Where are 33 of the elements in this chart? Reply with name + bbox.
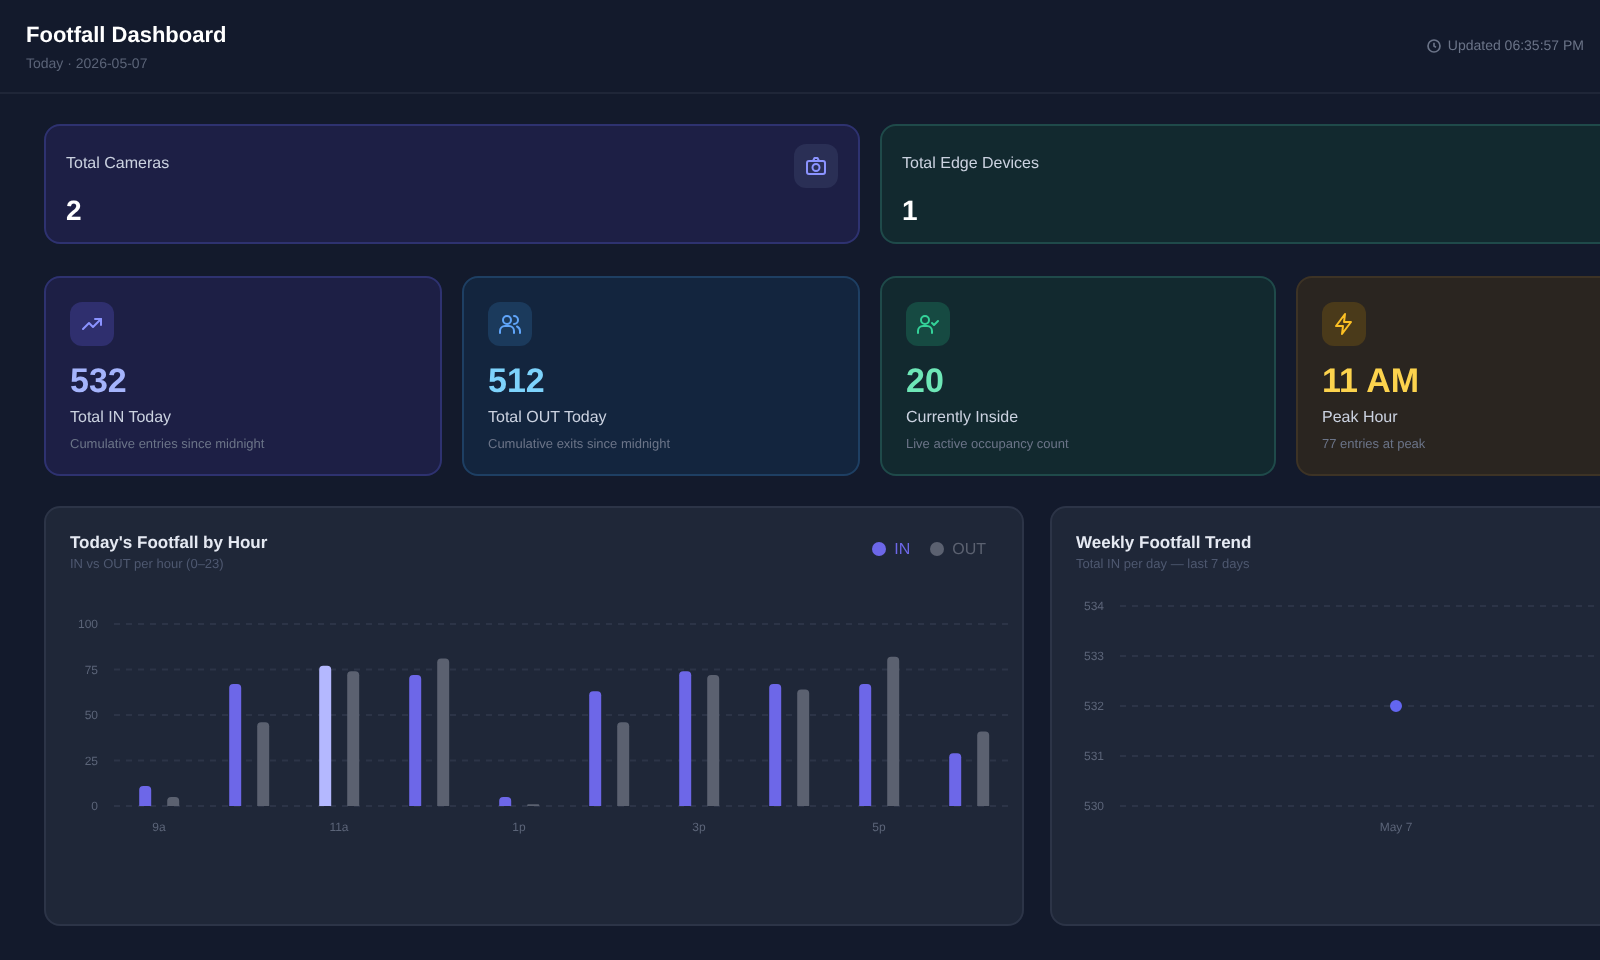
text: 11 AM — [1322, 362, 1420, 400]
text: 1 — [902, 194, 918, 226]
text: 20 — [906, 362, 944, 400]
category-label: Peak Hour — [1322, 408, 1398, 426]
category-label: Total IN Today — [70, 408, 172, 426]
bar — [797, 689, 810, 806]
chart-title: Today's Footfall by Hour — [70, 532, 268, 552]
category-label: Currently Inside — [906, 408, 1019, 426]
bar — [257, 722, 270, 806]
bar — [229, 684, 242, 806]
bar — [707, 674, 720, 806]
bar — [949, 753, 962, 806]
category-label: Total Edge Devices — [902, 154, 1039, 172]
text: Footfall Dashboard — [26, 24, 227, 48]
bar — [679, 671, 692, 806]
chart-title: Weekly Footfall Trend — [1076, 532, 1252, 552]
bar — [977, 731, 990, 806]
bar — [859, 684, 872, 806]
bar — [437, 658, 450, 806]
bar — [319, 665, 332, 806]
bar — [887, 656, 900, 806]
bar — [769, 684, 782, 806]
category-label: Total OUT Today — [488, 408, 607, 426]
category-label: Total Cameras — [66, 154, 170, 172]
bar — [617, 722, 630, 806]
legend-label: IN — [894, 540, 911, 558]
text: 512 — [488, 362, 545, 400]
text: 2 — [66, 194, 82, 226]
bar — [139, 785, 152, 806]
bar — [347, 671, 360, 806]
bar — [409, 674, 422, 806]
bar — [589, 691, 602, 806]
legend-label: OUT — [952, 540, 986, 558]
